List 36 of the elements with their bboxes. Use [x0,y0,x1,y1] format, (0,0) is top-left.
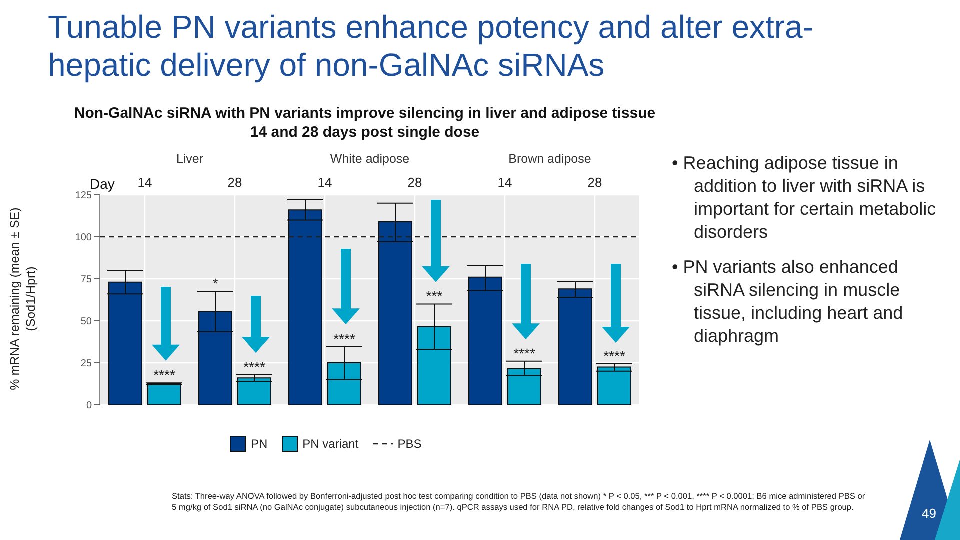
data-label: **** [334,331,356,348]
y-tick-label: 125 [75,190,92,202]
x-axis-title: Day [90,176,115,192]
text: 49 [922,506,936,521]
text: • Reaching adipose tissue in addition to liver with siRNA is important for certain metabolic disorders [672,152,938,244]
legend-label: PBS [398,437,422,451]
bar [148,384,182,405]
y-tick-label: 75 [80,274,92,286]
x-tick-label: 28 [588,175,602,190]
text: Stats: Three-way ANOVA followed by Bonferroni-adjusted post hoc test comparing condition to PBS (data not shown) * P < 0.05, *** P < 0.001, **** P < 0.0001; B6 mice administered PBS or 5 mg/kg of Sod1 siRNA (no GalNAc conjugate) subcutaneous injection (n=7). qPCR assays used for RNA PD, relative fold changes of Sod1 to Hprt mRNA normalized to % of PBS group. [172,491,866,513]
text: Liver [175,152,205,166]
y-tick-label: 50 [80,316,92,328]
text: • PN variants also enhanced siRNA silencing in muscle tissue, including heart and diaphragm [672,256,904,348]
text: White adipose [329,152,411,166]
x-tick-label: 14 [318,175,332,190]
text: Brown adipose [508,152,592,166]
data-label: **** [244,358,266,375]
chart-subtitle: Non-GalNAc siRNA with PN variants improve silencing in liver and adipose tissue 14 and 28 days post single dose [73,104,657,142]
data-label: *** [426,288,444,304]
y-tick-label: 0 [86,400,92,412]
data-label: * [212,276,219,292]
data-label: **** [514,345,536,362]
y-axis-title: % mRNA remaining (mean ± SE) (Sod1/Hprt) [7,206,39,392]
chart-title: Tunable PN variants enhance potency and alter extra-hepatic delivery of non-GalNAc siRNAs [48,8,814,84]
bar [238,378,272,405]
x-tick-label: 28 [228,175,242,190]
x-tick-label: 14 [138,175,152,190]
x-tick-label: 14 [498,175,512,190]
x-tick-label: 28 [408,175,422,190]
data-label: **** [604,348,626,364]
legend-label: PN variant [302,437,359,451]
legend-label: PN [251,437,268,451]
data-label: **** [154,367,176,384]
bar [598,366,632,405]
y-tick-label: 25 [80,358,92,370]
y-tick-label: 100 [75,232,92,244]
